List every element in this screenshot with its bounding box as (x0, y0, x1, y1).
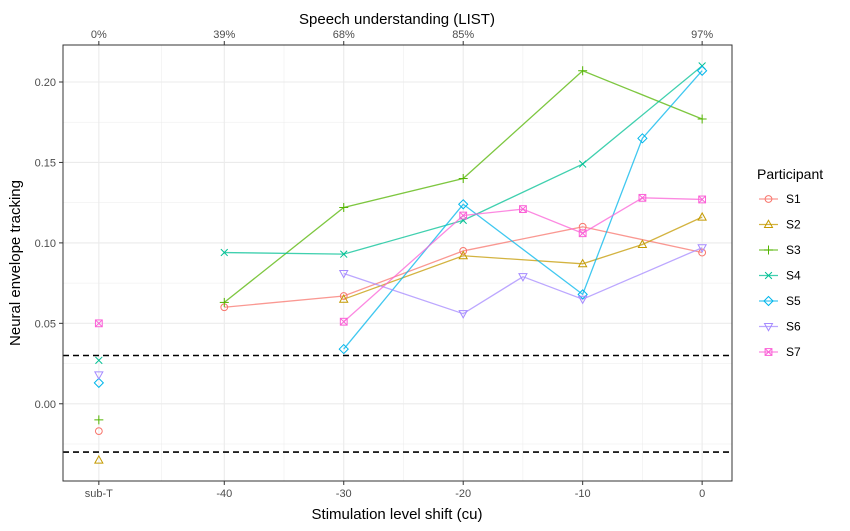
legend-key-marker (764, 195, 773, 203)
point-s3 (697, 114, 707, 124)
point-s6 (697, 244, 707, 253)
point-s7 (519, 205, 527, 214)
point-s5-sub-t (93, 377, 105, 389)
series-line-s7 (343, 197, 703, 323)
legend-label: S1 (786, 192, 801, 206)
top-tick-label: 85% (452, 29, 474, 41)
point-s5 (577, 289, 588, 300)
point-s1 (339, 292, 348, 300)
series-line-s6 (343, 247, 703, 315)
y-tick-label: 0.00 (35, 399, 56, 411)
x-tick-label: -40 (216, 488, 232, 500)
series-points (93, 62, 708, 464)
point-s2 (697, 211, 707, 221)
legend-entry-s6: S6 (759, 320, 801, 334)
point-s1-sub-t (94, 427, 103, 436)
legend-label: S3 (786, 243, 801, 257)
top-tick-label: 39% (213, 29, 235, 41)
point-s2 (577, 258, 588, 268)
legend-key-marker (763, 323, 774, 332)
legend-label: S5 (786, 294, 801, 308)
series-line-s2 (343, 216, 703, 300)
point-s3-sub-t (94, 415, 104, 425)
legend-entry-s2: S2 (759, 218, 801, 232)
point-s4 (220, 248, 229, 257)
point-s6 (458, 310, 469, 319)
point-s5 (696, 65, 708, 76)
legend: Participant S1 S2 S3 S4 S5 S6 S7 (757, 166, 823, 359)
top-axis-ticks: 0% 39% 68% 85% 97% (91, 29, 713, 45)
point-s7 (638, 193, 647, 202)
x-tick-label: 0 (699, 488, 705, 500)
legend-key-marker (764, 271, 773, 280)
x-tick-label: -20 (455, 488, 471, 500)
legend-entry-s7: S7 (759, 345, 801, 359)
point-s7 (698, 195, 707, 204)
x-tick-label: sub-T (85, 488, 113, 500)
point-s2 (458, 250, 469, 260)
threshold-lines (63, 354, 732, 453)
point-s4 (578, 160, 587, 168)
point-s3 (339, 202, 349, 212)
x-tick-label: -30 (336, 488, 352, 500)
point-s7 (578, 229, 587, 238)
legend-entry-s5: S5 (759, 294, 801, 308)
x-axis-title: Stimulation level shift (cu) (312, 506, 483, 523)
point-s2-sub-t (93, 454, 104, 464)
point-s6 (338, 269, 349, 279)
legend-entry-s1: S1 (759, 192, 801, 206)
x-axis-ticks: sub-T -40 -30 -20 -10 0 (85, 481, 705, 500)
top-axis-title: Speech understanding (LIST) (299, 11, 495, 28)
series-line-s5 (343, 70, 703, 350)
point-s7 (339, 317, 348, 326)
point-s4-sub-t (95, 356, 103, 365)
top-tick-label: 97% (691, 29, 713, 41)
panel-background (63, 45, 732, 481)
point-s3 (458, 174, 468, 184)
point-s2 (338, 293, 349, 303)
point-s2 (637, 239, 648, 248)
point-s5 (338, 343, 349, 355)
y-tick-label: 0.10 (35, 238, 56, 250)
point-s3 (219, 297, 229, 307)
point-s6 (518, 273, 528, 282)
y-tick-label: 0.20 (35, 77, 56, 89)
y-tick-label: 0.15 (35, 157, 56, 169)
point-s3 (578, 66, 588, 76)
y-axis-ticks: 0.00 0.05 0.10 0.15 0.20 (35, 77, 63, 411)
point-s4 (339, 250, 348, 258)
y-axis-title: Neural envelope tracking (7, 180, 24, 346)
point-s6-sub-t (93, 371, 104, 381)
point-s1 (459, 247, 468, 255)
legend-label: S4 (786, 269, 801, 283)
point-s7 (459, 211, 468, 220)
point-s5 (637, 133, 648, 144)
grid (63, 45, 732, 481)
legend-key-marker (763, 295, 774, 307)
point-s6 (577, 295, 588, 305)
panel-border (62, 44, 733, 482)
legend-key-marker (764, 348, 773, 356)
legend-entry-s4: S4 (759, 269, 801, 283)
y-tick-label: 0.05 (35, 318, 56, 330)
x-tick-label: -10 (575, 488, 591, 500)
legend-label: S6 (786, 320, 801, 334)
point-s1 (698, 248, 707, 257)
legend-label: S7 (786, 345, 801, 359)
legend-label: S2 (786, 218, 801, 232)
legend-key-marker (763, 219, 774, 228)
top-tick-label: 68% (333, 29, 355, 41)
legend-entry-s3: S3 (759, 243, 801, 257)
legend-title: Participant (757, 166, 823, 182)
point-s7-sub-t (94, 319, 103, 328)
top-tick-label: 0% (91, 29, 107, 41)
legend-key-marker (764, 245, 773, 255)
point-s5 (457, 199, 469, 210)
